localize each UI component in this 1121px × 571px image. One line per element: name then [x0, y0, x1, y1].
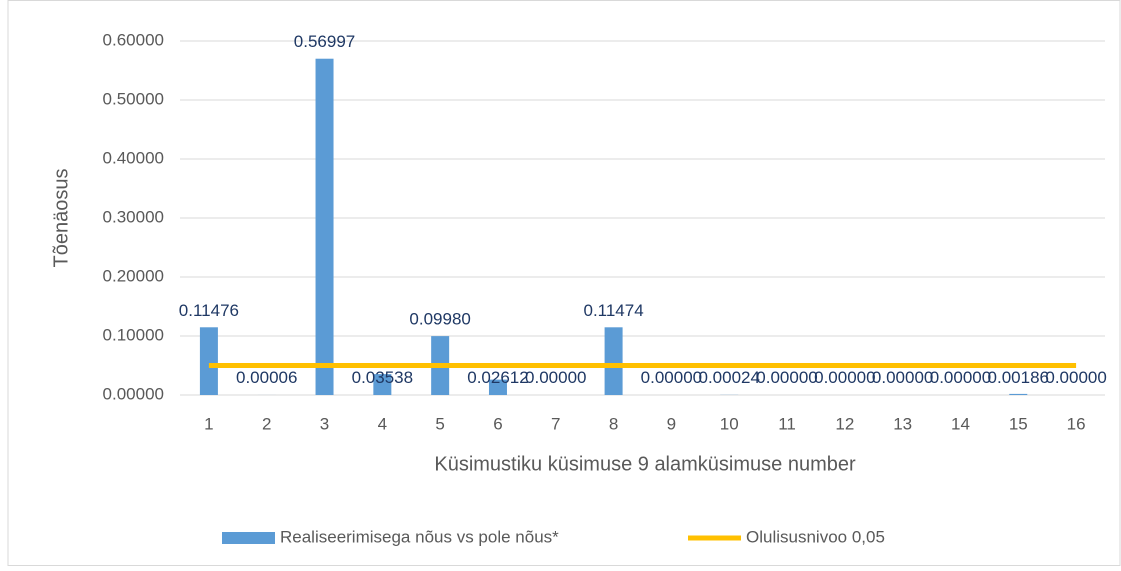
- bar: [605, 327, 623, 395]
- x-tick-label: 1: [204, 414, 213, 433]
- data-label: 0.11476: [179, 301, 239, 320]
- x-tick-label: 16: [1067, 414, 1086, 433]
- bar: [1009, 394, 1027, 395]
- legend-label: Olulisusnivoo 0,05: [746, 527, 885, 546]
- y-tick-label: 0.10000: [103, 325, 164, 344]
- x-tick-label: 5: [435, 414, 444, 433]
- x-tick-label: 4: [378, 414, 387, 433]
- data-label: 0.11474: [583, 301, 643, 320]
- bar: [200, 327, 218, 395]
- y-axis-title: Tõenäosus: [50, 169, 72, 268]
- y-tick-label: 0.30000: [103, 207, 164, 226]
- data-label: 0.09980: [409, 310, 470, 329]
- data-label: 0.00000: [641, 368, 702, 387]
- x-tick-label: 9: [667, 414, 676, 433]
- data-label: 0.00006: [236, 368, 297, 387]
- x-tick-label: 6: [493, 414, 502, 433]
- x-tick-label: 2: [262, 414, 271, 433]
- data-label: 0.00000: [814, 368, 875, 387]
- data-label: 0.00186: [988, 368, 1049, 387]
- x-tick-label: 12: [835, 414, 854, 433]
- legend-label: Realiseerimisega nõus vs pole nõus*: [280, 527, 559, 546]
- data-label: 0.00024: [698, 368, 759, 387]
- y-tick-label: 0.50000: [103, 89, 164, 108]
- legend-swatch: [222, 532, 275, 544]
- data-label: 0.00000: [756, 368, 817, 387]
- x-tick-label: 13: [893, 414, 912, 433]
- y-tick-label: 0.20000: [103, 266, 164, 285]
- data-label: 0.02612: [467, 368, 528, 387]
- y-tick-label: 0.40000: [103, 148, 164, 167]
- y-tick-label: 0.60000: [103, 30, 164, 49]
- x-tick-label: 15: [1009, 414, 1028, 433]
- x-tick-label: 7: [551, 414, 560, 433]
- data-label: 0.03538: [352, 368, 413, 387]
- bar: [316, 59, 334, 395]
- data-label: 0.00000: [872, 368, 933, 387]
- x-tick-label: 10: [720, 414, 739, 433]
- x-axis-title: Küsimustiku küsimuse 9 alamküsimuse numb…: [434, 453, 856, 475]
- data-label: 0.00000: [525, 368, 586, 387]
- x-tick-label: 3: [320, 414, 329, 433]
- y-tick-label: 0.00000: [103, 384, 164, 403]
- x-tick-label: 11: [778, 414, 796, 433]
- x-tick-label: 8: [609, 414, 618, 433]
- chart-border: [8, 1, 1120, 566]
- data-label: 0.56997: [294, 32, 355, 51]
- data-label: 0.00000: [930, 368, 991, 387]
- x-tick-label: 14: [951, 414, 970, 433]
- data-label: 0.00000: [1045, 368, 1106, 387]
